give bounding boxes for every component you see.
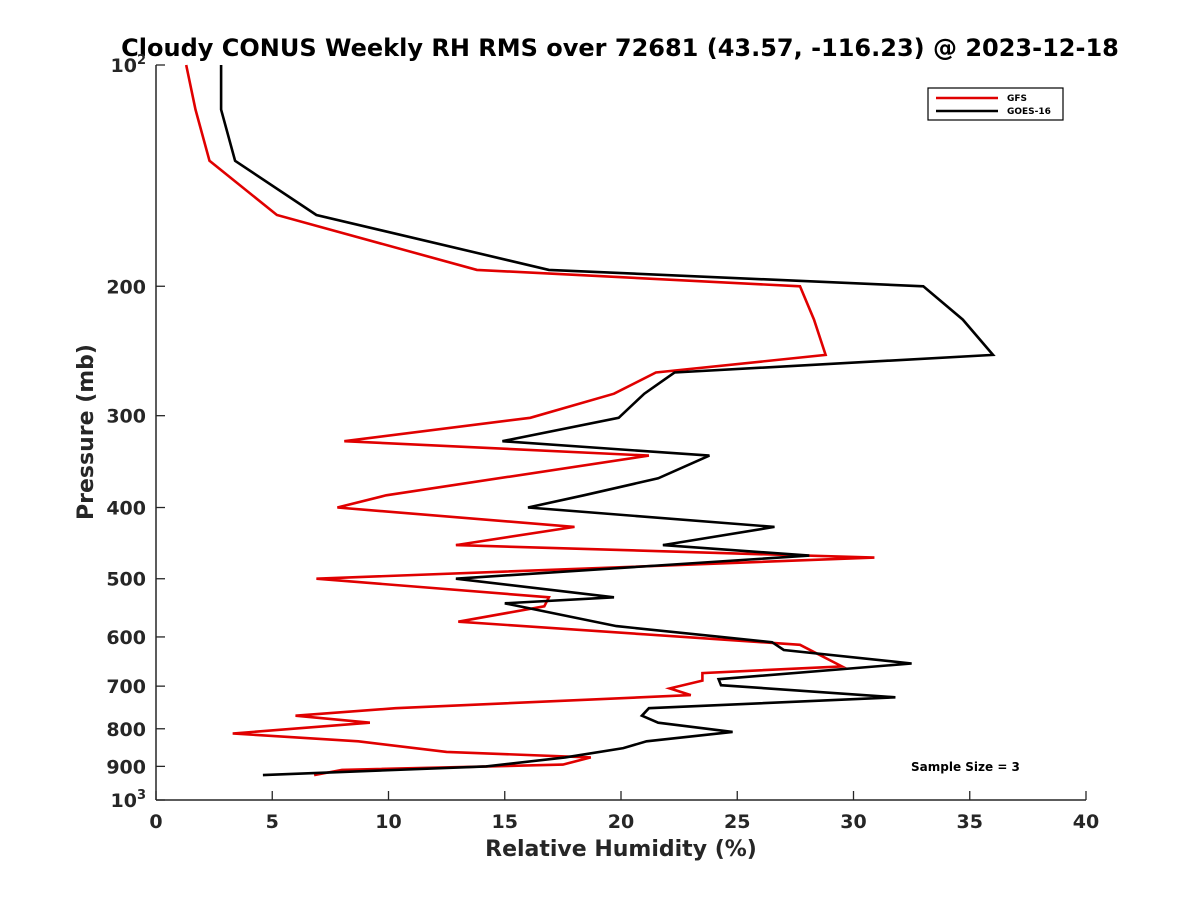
y-tick-label: 102 — [111, 53, 147, 77]
y-tick-label: 800 — [106, 719, 146, 741]
x-tick-label: 40 — [1073, 811, 1099, 833]
y-tick-label: 200 — [106, 276, 146, 298]
x-tick-label: 5 — [266, 811, 279, 833]
x-tick-label: 20 — [608, 811, 634, 833]
x-tick-label: 10 — [375, 811, 401, 833]
x-axis-ticks: 0 5 10 15 20 25 30 35 40 — [149, 791, 1099, 833]
sample-size-annotation: Sample Size = 3 — [911, 760, 1020, 774]
legend-box — [927, 87, 1064, 121]
legend-label-goes16: GOES-16 — [1007, 107, 1051, 117]
y-tick-label: 103 — [111, 788, 147, 812]
y-tick-label: 300 — [106, 406, 146, 428]
series-line-gfs — [184, 64, 875, 777]
y-tick-label: 900 — [106, 756, 146, 778]
y-tick-label: 700 — [106, 676, 146, 698]
x-tick-label: 30 — [840, 811, 866, 833]
x-tick-label: 25 — [724, 811, 750, 833]
x-axis-label: Relative Humidity (%) — [485, 837, 757, 862]
y-tick-label: 500 — [106, 569, 146, 591]
x-tick-label: 0 — [149, 811, 162, 833]
y-tick-label: 400 — [106, 498, 146, 520]
chart-title: Cloudy CONUS Weekly RH RMS over 72681 (4… — [121, 34, 1119, 62]
y-tick-label: 600 — [106, 627, 146, 649]
legend-label-gfs: GFS — [1007, 94, 1027, 104]
y-axis-ticks: 102 200 300 400 500 600 700 800 900 103 — [106, 53, 165, 812]
legend: GFS GOES-16 — [927, 87, 1064, 121]
y-axis-label: Pressure (mb) — [74, 344, 99, 520]
plot-background — [156, 65, 1086, 800]
series-line-goes16 — [219, 65, 996, 777]
x-tick-label: 15 — [492, 811, 518, 833]
x-tick-label: 35 — [957, 811, 983, 833]
plot-area: 0 5 10 15 20 25 30 35 40 102 200 300 400 500 600 700 80… — [106, 53, 1099, 833]
series-layer — [184, 64, 996, 777]
